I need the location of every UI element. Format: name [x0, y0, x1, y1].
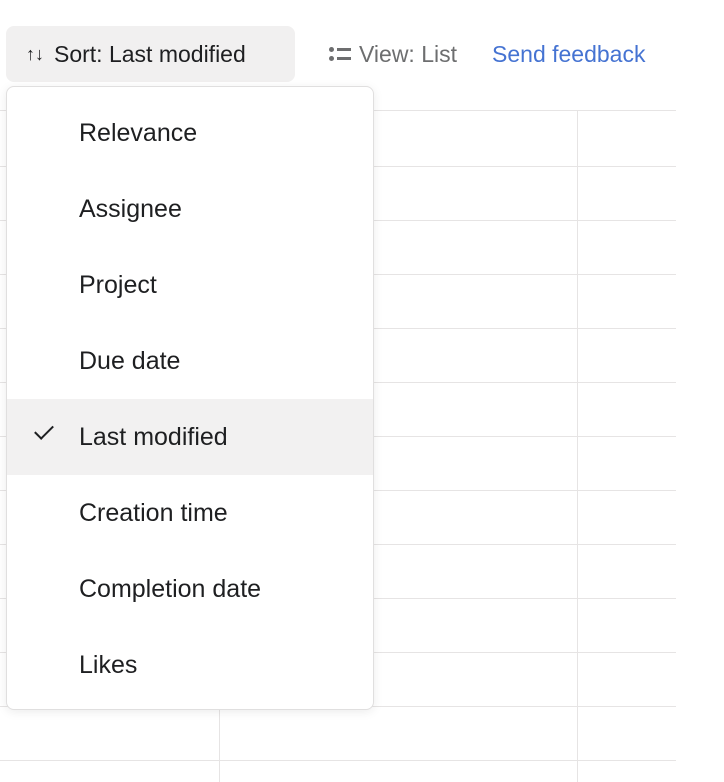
- grid-row-divider: [0, 760, 676, 761]
- menu-item-completion-date[interactable]: Completion date: [7, 551, 373, 627]
- menu-item-due-date[interactable]: Due date: [7, 323, 373, 399]
- menu-item-label: Due date: [79, 346, 181, 375]
- menu-item-relevance[interactable]: Relevance: [7, 95, 373, 171]
- grid-column-divider: [577, 110, 578, 782]
- menu-item-label: Completion date: [79, 574, 262, 603]
- view-label: View: List: [359, 40, 458, 67]
- menu-item-label: Likes: [79, 650, 138, 679]
- send-feedback-link[interactable]: Send feedback: [492, 40, 646, 67]
- list-icon: [329, 47, 351, 61]
- menu-item-creation-time[interactable]: Creation time: [7, 475, 373, 551]
- sort-dropdown-menu: Relevance Assignee Project Due date Last…: [6, 86, 374, 710]
- toolbar: ↑↓ Sort: Last modified View: List Send f…: [6, 26, 645, 82]
- view-button[interactable]: View: List: [329, 41, 457, 68]
- menu-item-label: Assignee: [79, 194, 182, 223]
- sort-button[interactable]: ↑↓ Sort: Last modified: [6, 26, 295, 82]
- menu-item-assignee[interactable]: Assignee: [7, 171, 373, 247]
- menu-item-label: Relevance: [79, 118, 198, 147]
- menu-item-last-modified[interactable]: Last modified: [7, 399, 373, 475]
- sort-label: Sort: Last modified: [54, 40, 246, 67]
- menu-item-label: Project: [79, 270, 157, 299]
- menu-item-label: Creation time: [79, 498, 228, 527]
- menu-item-project[interactable]: Project: [7, 247, 373, 323]
- menu-item-likes[interactable]: Likes: [7, 627, 373, 703]
- menu-item-label: Last modified: [79, 422, 228, 451]
- checkmark-icon: [34, 420, 54, 440]
- arrows-up-down-icon: ↑↓: [26, 43, 44, 64]
